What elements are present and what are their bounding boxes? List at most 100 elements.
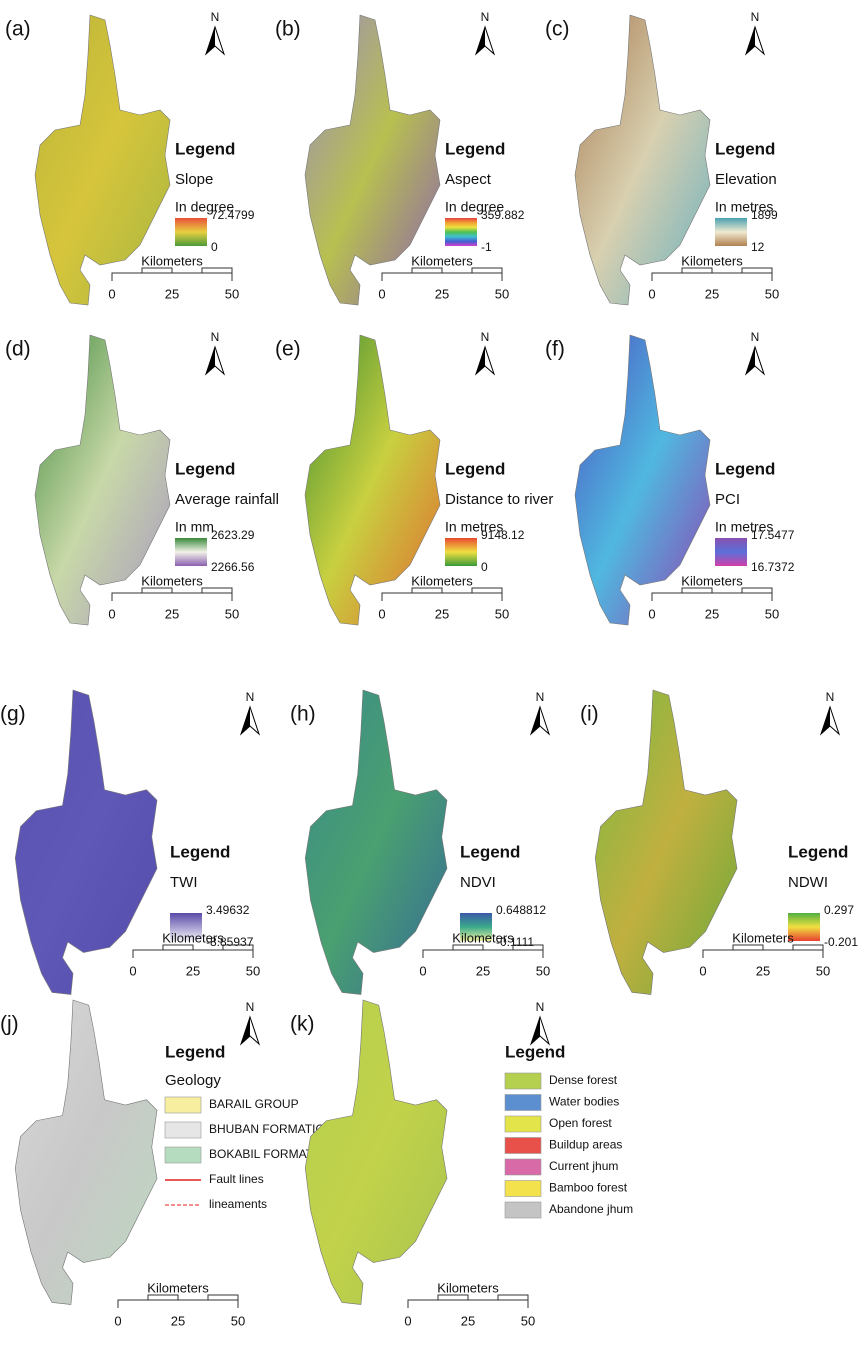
legend-min: 2266.56 [211, 560, 255, 574]
legend-item: Fault lines [209, 1172, 264, 1186]
scale-tick: 50 [225, 286, 239, 301]
north-label: N [536, 690, 545, 704]
map [595, 690, 737, 995]
scale-tick: 50 [536, 963, 550, 978]
north-label: N [481, 330, 490, 344]
legend-variable: Elevation [715, 171, 777, 188]
scale-label: Kilometers [162, 930, 224, 945]
north-label: N [826, 690, 835, 704]
legend-max: 17.5477 [751, 528, 795, 542]
legend-swatch [505, 1159, 541, 1175]
panel-label: (h) [290, 703, 316, 726]
legend-variable: PCI [715, 491, 740, 508]
legend-item: Dense forest [549, 1073, 618, 1087]
scale-tick: 25 [756, 963, 770, 978]
legend-swatch [505, 1181, 541, 1197]
panel-label: (c) [545, 18, 570, 41]
scale-label: Kilometers [411, 253, 473, 268]
legend-max: 2623.29 [211, 528, 255, 542]
scale-label: Kilometers [141, 573, 203, 588]
scale-tick: 25 [476, 963, 490, 978]
legend-max: 0.648812 [496, 903, 546, 917]
legend-variable: NDWI [788, 874, 828, 891]
scale-bar [652, 588, 772, 601]
legend-max: 72.4799 [211, 208, 255, 222]
map [15, 690, 157, 995]
legend-item: Water bodies [549, 1095, 619, 1109]
scale-tick: 50 [816, 963, 830, 978]
scale-tick: 0 [129, 963, 136, 978]
legend-min: -0.201 [824, 935, 858, 949]
scale-tick: 25 [171, 1313, 185, 1328]
scale-bar [703, 945, 823, 958]
legend-swatch [505, 1073, 541, 1089]
scale-tick: 50 [231, 1313, 245, 1328]
legend-variable: Geology [165, 1072, 221, 1089]
north-label: N [481, 10, 490, 24]
legend-ramp [175, 218, 207, 246]
map [305, 690, 447, 995]
scale-tick: 25 [165, 286, 179, 301]
legend-unit: In mm [175, 519, 214, 535]
legend-title: Legend [788, 842, 848, 861]
figure: (a)NLegendSlopeIn degree72.47990Kilomete… [0, 0, 864, 1358]
legend-variable: Aspect [445, 171, 492, 188]
scale-label: Kilometers [732, 930, 794, 945]
north-label: N [246, 1000, 255, 1014]
legend-ramp [715, 218, 747, 246]
legend-title: Legend [175, 139, 235, 158]
legend-max: 3.49632 [206, 903, 250, 917]
legend-item: Open forest [549, 1116, 612, 1130]
legend-item: Abandone jhum [549, 1202, 633, 1216]
legend-min: 0 [481, 560, 488, 574]
scale-tick: 25 [705, 286, 719, 301]
scale-bar [382, 268, 502, 281]
scale-label: Kilometers [452, 930, 514, 945]
legend-swatch [165, 1147, 201, 1163]
legend-variable: Distance to river [445, 491, 553, 508]
scale-label: Kilometers [681, 253, 743, 268]
legend-title: Legend [460, 842, 520, 861]
scale-label: Kilometers [437, 1280, 499, 1295]
scale-bar [112, 268, 232, 281]
scale-label: Kilometers [141, 253, 203, 268]
legend-title: Legend [505, 1042, 565, 1061]
scale-tick: 0 [108, 286, 115, 301]
scale-label: Kilometers [411, 573, 473, 588]
legend-min: -1 [481, 240, 492, 254]
legend-title: Legend [445, 139, 505, 158]
scale-tick: 25 [165, 606, 179, 621]
scale-tick: 0 [108, 606, 115, 621]
panel-label: (k) [290, 1013, 315, 1036]
scale-bar [408, 1295, 528, 1308]
legend-ramp [445, 538, 477, 566]
panel-label: (j) [0, 1013, 19, 1036]
scale-tick: 25 [435, 286, 449, 301]
scale-tick: 0 [404, 1313, 411, 1328]
legend-min: 0 [211, 240, 218, 254]
scale-tick: 25 [705, 606, 719, 621]
scale-bar [118, 1295, 238, 1308]
legend-title: Legend [170, 842, 230, 861]
scale-bar [382, 588, 502, 601]
legend-title: Legend [445, 459, 505, 478]
legend-item: Buildup areas [549, 1138, 622, 1152]
panel-label: (f) [545, 338, 565, 361]
scale-tick: 50 [225, 606, 239, 621]
legend-item: BARAIL GROUP [209, 1097, 299, 1111]
panel-label: (i) [580, 703, 599, 726]
scale-tick: 50 [495, 286, 509, 301]
scale-tick: 0 [114, 1313, 121, 1328]
legend-swatch [505, 1095, 541, 1111]
legend-max: 9148.12 [481, 528, 525, 542]
legend-max: 0.297 [824, 903, 854, 917]
north-label: N [211, 330, 220, 344]
legend-swatch [505, 1202, 541, 1218]
scale-tick: 0 [648, 606, 655, 621]
scale-tick: 0 [419, 963, 426, 978]
legend-swatch [165, 1097, 201, 1113]
legend-title: Legend [715, 459, 775, 478]
legend-title: Legend [175, 459, 235, 478]
legend-max: 359.882 [481, 208, 525, 222]
scale-tick: 0 [378, 286, 385, 301]
